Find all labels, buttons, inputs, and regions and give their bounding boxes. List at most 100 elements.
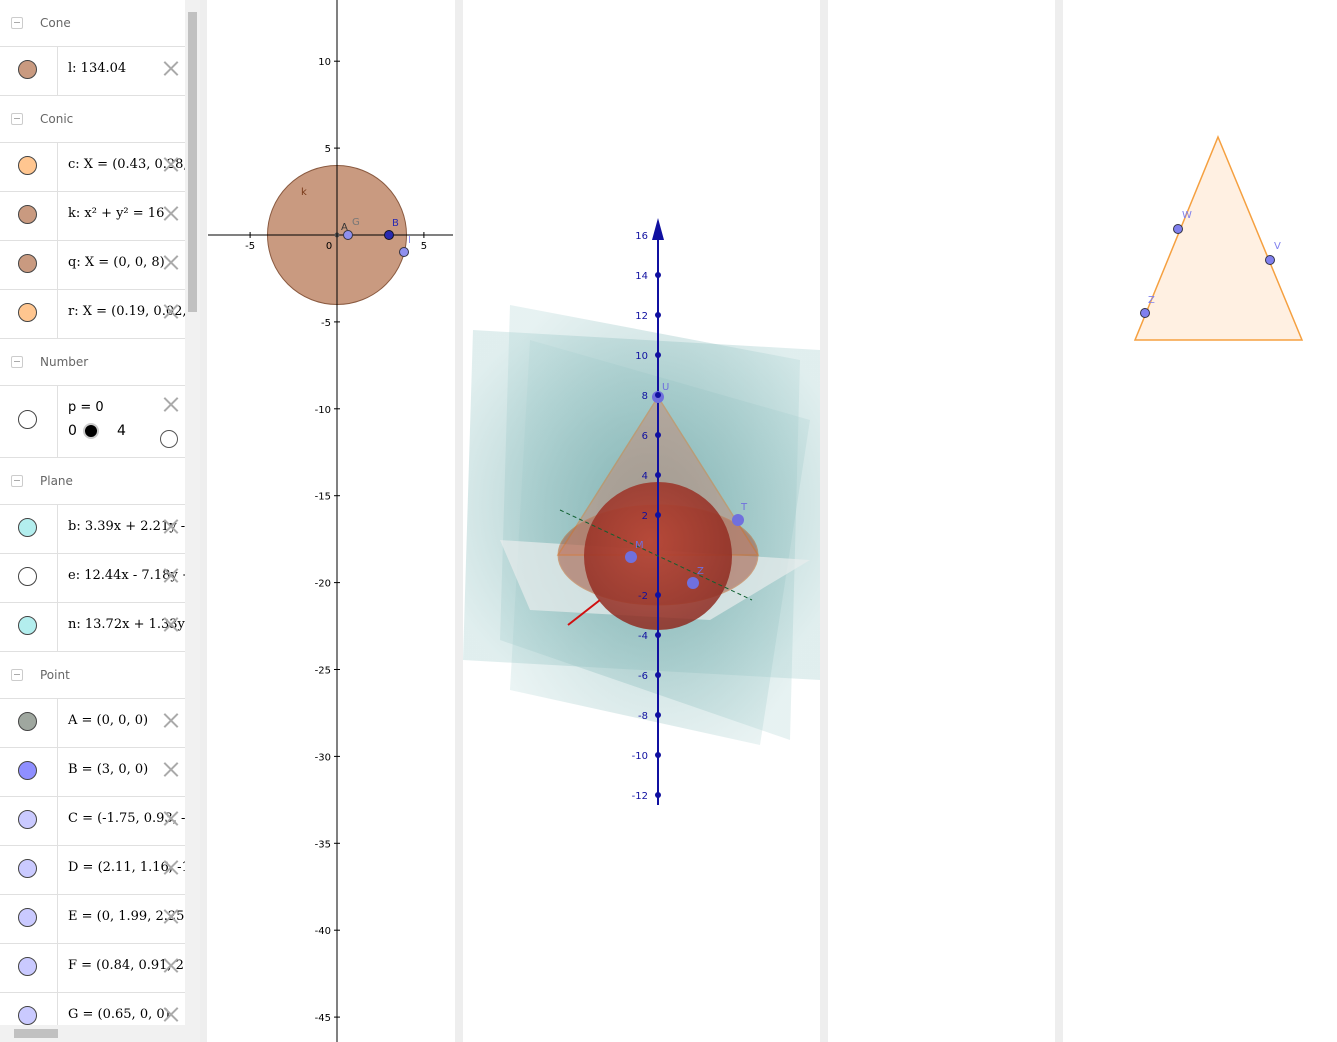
point-m[interactable]	[625, 551, 637, 563]
separator	[57, 143, 58, 191]
definition[interactable]: c: X = (0.43, 0.28, -	[68, 157, 185, 172]
algebra-item[interactable]: F = (0.84, 0.91, 2.7	[0, 944, 185, 993]
visibility-toggle[interactable]	[18, 60, 37, 79]
splitter[interactable]	[820, 0, 828, 1042]
definition[interactable]: E = (0, 1.99, 2.25)	[68, 909, 185, 924]
slider-definition[interactable]: p = 0	[68, 400, 104, 415]
definition[interactable]: l: 134.04	[68, 61, 127, 76]
definition[interactable]: b: 3.39x + 2.21y - 0	[68, 519, 185, 534]
definition[interactable]: F = (0.84, 0.91, 2.7	[68, 958, 185, 973]
x-tick-label: 0	[326, 241, 332, 252]
delete-button[interactable]	[163, 205, 179, 221]
algebra-item[interactable]: k: x² + y² = 16	[0, 192, 185, 241]
definition[interactable]: D = (2.11, 1.16, -1.	[68, 860, 185, 875]
visibility-toggle[interactable]	[18, 518, 37, 537]
visibility-toggle[interactable]	[18, 616, 37, 635]
collapse-toggle[interactable]	[11, 475, 23, 487]
definition[interactable]: e: 12.44x - 7.18y +	[68, 568, 185, 583]
point-t[interactable]	[732, 514, 744, 526]
scroll-thumb[interactable]	[188, 12, 197, 312]
delete-button[interactable]	[163, 303, 179, 319]
separator	[57, 748, 58, 796]
algebra-item[interactable]: e: 12.44x - 7.18y +	[0, 554, 185, 603]
definition[interactable]: C = (-1.75, 0.93, -2	[68, 811, 185, 826]
y-tick-label: 5	[325, 144, 331, 155]
collapse-toggle[interactable]	[11, 113, 23, 125]
visibility-toggle[interactable]	[18, 712, 37, 731]
definition[interactable]: r: X = (0.19, 0.02, 8	[68, 304, 185, 319]
visibility-toggle[interactable]	[18, 761, 37, 780]
y-tick-label: -40	[315, 926, 331, 937]
delete-button[interactable]	[163, 859, 179, 875]
algebra-item[interactable]: b: 3.39x + 2.21y - 0	[0, 505, 185, 554]
splitter[interactable]	[200, 0, 207, 1042]
definition[interactable]: k: x² + y² = 16	[68, 206, 165, 221]
horizontal-scrollbar[interactable]	[0, 1025, 185, 1042]
collapse-toggle[interactable]	[11, 356, 23, 368]
visibility-toggle[interactable]	[18, 908, 37, 927]
visibility-toggle[interactable]	[18, 254, 37, 273]
point-w[interactable]	[1173, 224, 1183, 234]
z-tick-label: -10	[632, 751, 648, 762]
graphics-triangle: W V Z	[1133, 135, 1304, 341]
delete-button[interactable]	[163, 810, 179, 826]
visibility-toggle[interactable]	[18, 859, 37, 878]
delete-button[interactable]	[163, 60, 179, 76]
delete-button[interactable]	[163, 616, 179, 632]
definition[interactable]: G = (0.65, 0, 0)	[68, 1007, 170, 1022]
label: U	[662, 382, 669, 393]
slider-knob[interactable]	[83, 423, 99, 439]
visibility-toggle[interactable]	[18, 810, 37, 829]
visibility-toggle[interactable]	[18, 1006, 37, 1025]
vertical-scrollbar[interactable]	[185, 0, 200, 1042]
algebra-item[interactable]: l: 134.04	[0, 47, 185, 96]
delete-button[interactable]	[163, 396, 179, 412]
point-b[interactable]	[384, 230, 394, 240]
collapse-toggle[interactable]	[11, 17, 23, 29]
algebra-item[interactable]: A = (0, 0, 0)	[0, 699, 185, 748]
point-i[interactable]	[399, 247, 409, 257]
algebra-item[interactable]: C = (-1.75, 0.93, -2	[0, 797, 185, 846]
triangle[interactable]	[1133, 135, 1304, 341]
point-v[interactable]	[1265, 255, 1275, 265]
delete-button[interactable]	[163, 156, 179, 172]
separator	[57, 386, 58, 457]
visibility-toggle[interactable]	[18, 957, 37, 976]
splitter[interactable]	[1055, 0, 1063, 1042]
visibility-toggle[interactable]	[18, 156, 37, 175]
definition[interactable]: B = (3, 0, 0)	[68, 762, 149, 777]
graphics-2d: k A G B I -5 0 5 10 5 -5 -10 -15 -20 -25 -30 -35 -40…	[208, 0, 453, 1042]
point-z[interactable]	[1140, 308, 1150, 318]
algebra-item[interactable]: q: X = (0, 0, 8)	[0, 241, 185, 290]
algebra-item[interactable]: D = (2.11, 1.16, -1.	[0, 846, 185, 895]
visibility-toggle[interactable]	[18, 205, 37, 224]
algebra-item[interactable]: r: X = (0.19, 0.02, 8	[0, 290, 185, 339]
delete-button[interactable]	[163, 908, 179, 924]
definition[interactable]: q: X = (0, 0, 8)	[68, 255, 165, 270]
point-z[interactable]	[687, 577, 699, 589]
play-button[interactable]	[160, 430, 178, 448]
point-g[interactable]	[343, 230, 353, 240]
visibility-toggle[interactable]	[18, 567, 37, 586]
algebra-item[interactable]: n: 13.72x + 1.33y -	[0, 603, 185, 652]
delete-button[interactable]	[163, 254, 179, 270]
delete-button[interactable]	[163, 712, 179, 728]
visibility-toggle[interactable]	[18, 410, 37, 429]
splitter[interactable]	[455, 0, 463, 1042]
definition[interactable]: n: 13.72x + 1.33y -	[68, 617, 185, 632]
algebra-item[interactable]: B = (3, 0, 0)	[0, 748, 185, 797]
graphics-3d: U T Z M 16 14 12 10 8 6 4 2 -2 -4 -6 -8 -10 -12	[463, 218, 820, 805]
z-tick-label: -6	[638, 671, 648, 682]
delete-button[interactable]	[163, 761, 179, 777]
algebra-item[interactable]: c: X = (0.43, 0.28, -	[0, 143, 185, 192]
delete-button[interactable]	[163, 1006, 179, 1022]
collapse-toggle[interactable]	[11, 669, 23, 681]
visibility-toggle[interactable]	[18, 303, 37, 322]
slider-item[interactable]: p = 0 0 4	[0, 386, 185, 458]
scroll-thumb[interactable]	[14, 1029, 58, 1038]
delete-button[interactable]	[163, 957, 179, 973]
definition[interactable]: A = (0, 0, 0)	[68, 713, 149, 728]
delete-button[interactable]	[163, 518, 179, 534]
delete-button[interactable]	[163, 567, 179, 583]
algebra-item[interactable]: E = (0, 1.99, 2.25)	[0, 895, 185, 944]
